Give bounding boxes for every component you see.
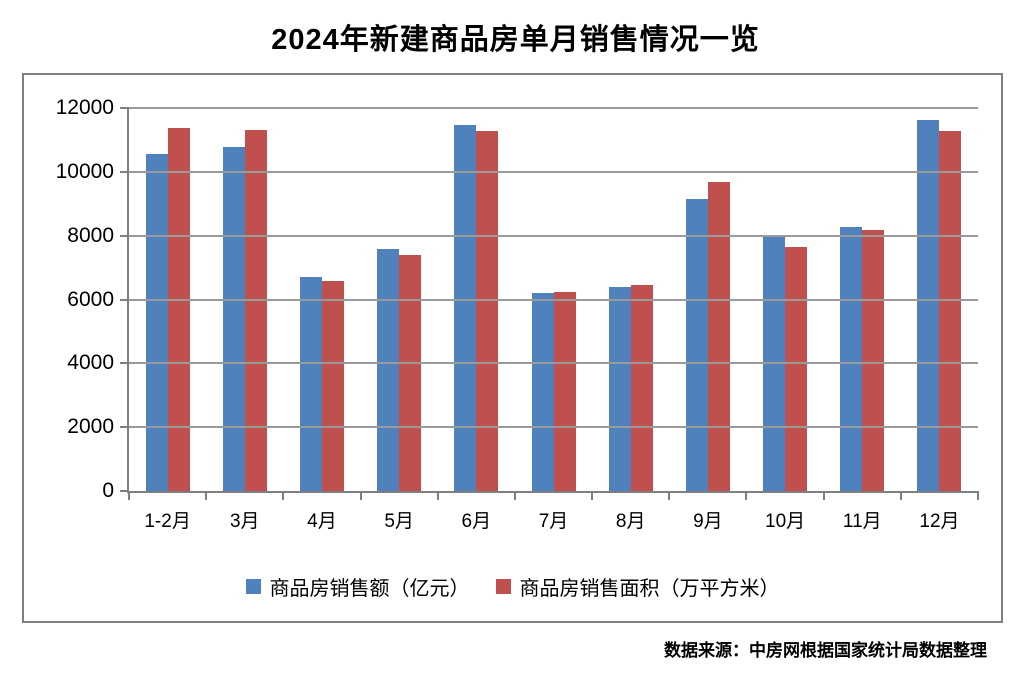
bar-商品房销售面积（万平方米）-7月	[553, 292, 576, 491]
bar-pair-7月	[531, 108, 576, 491]
bar-商品房销售额（亿元）-11月	[840, 227, 863, 491]
x-axis-ticks	[128, 491, 979, 500]
bar-商品房销售面积（万平方米）-3月	[244, 130, 267, 491]
chart-title: 2024年新建商品房单月销售情况一览	[271, 24, 760, 56]
gridline-12000	[129, 107, 978, 109]
bar-商品房销售面积（万平方米）-5月	[399, 255, 422, 491]
x-axis-tick-11	[977, 491, 979, 500]
bar-columns	[129, 108, 978, 491]
bar-商品房销售额（亿元）-8月	[608, 286, 631, 491]
y-tick-label-4000: 4000	[67, 351, 114, 375]
y-axis-tick-8000	[120, 234, 129, 237]
legend-item-商品房销售面积（万平方米）: 商品房销售面积（万平方米）	[495, 572, 780, 601]
x-axis-tick-5	[513, 491, 516, 500]
x-tick-label-11月: 11月	[842, 511, 882, 532]
y-tick-label-8000: 8000	[67, 223, 114, 247]
x-tick-label-7月: 7月	[538, 511, 569, 532]
gridline-2000	[129, 426, 978, 429]
x-tick-label-4月: 4月	[307, 511, 337, 532]
y-tick-label-6000: 6000	[67, 287, 114, 311]
bar-pair-11月	[840, 108, 885, 491]
category-column-7月	[515, 108, 592, 491]
category-column-11月	[824, 108, 901, 491]
legend-swatch-商品房销售额（亿元）	[245, 579, 261, 594]
bar-商品房销售额（亿元）-5月	[377, 248, 400, 491]
bar-商品房销售面积（万平方米）-11月	[862, 229, 885, 491]
x-tick-label-5月: 5月	[384, 511, 414, 532]
bar-商品房销售面积（万平方米）-8月	[630, 285, 653, 491]
category-column-12月	[901, 108, 978, 491]
bar-商品房销售额（亿元）-4月	[299, 276, 322, 491]
bar-pair-8月	[608, 108, 653, 491]
x-axis-tick-0	[128, 491, 130, 500]
bar-商品房销售面积（万平方米）-4月	[321, 280, 344, 491]
x-axis-tick-8	[745, 491, 748, 500]
bar-商品房销售面积（万平方米）-10月	[785, 246, 808, 491]
bar-商品房销售额（亿元）-3月	[222, 146, 245, 491]
category-column-8月	[592, 108, 669, 491]
x-tick-label-8月: 8月	[615, 511, 646, 532]
bar-商品房销售面积（万平方米）-1-2月	[167, 128, 190, 491]
y-axis-tick-6000	[120, 298, 129, 301]
x-tick-label-12月: 12月	[919, 511, 960, 532]
y-tick-label-0: 0	[102, 479, 114, 502]
x-axis-tick-3	[359, 491, 362, 500]
x-axis-tick-2	[282, 491, 285, 500]
gridline-6000	[129, 298, 978, 301]
y-axis-tick-2000	[120, 426, 129, 429]
y-tick-label-2000: 2000	[67, 415, 114, 439]
bar-商品房销售额（亿元）-7月	[531, 293, 554, 491]
legend-swatch-商品房销售面积（万平方米）	[495, 579, 511, 594]
category-column-9月	[669, 108, 746, 491]
bar-商品房销售额（亿元）-1-2月	[145, 153, 168, 491]
x-axis-tick-9	[822, 491, 825, 500]
bar-pair-9月	[685, 108, 730, 491]
bar-商品房销售面积（万平方米）-12月	[939, 131, 962, 491]
y-tick-label-10000: 10000	[55, 159, 114, 183]
x-tick-label-1-2月: 1-2月	[144, 511, 191, 532]
legend: 商品房销售额（亿元） 商品房销售面积（万平方米）	[24, 572, 1001, 601]
x-axis-tick-6	[591, 491, 594, 500]
y-axis-tick-4000	[120, 362, 129, 365]
legend-item-商品房销售额（亿元）: 商品房销售额（亿元）	[245, 572, 470, 601]
x-axis-tick-7	[668, 491, 671, 500]
bar-商品房销售面积（万平方米）-6月	[476, 131, 499, 491]
x-tick-label-6月: 6月	[461, 511, 492, 532]
gridline-4000	[129, 362, 978, 365]
bar-pair-6月	[454, 108, 499, 491]
gridline-10000	[129, 170, 978, 173]
bar-pair-5月	[377, 108, 422, 491]
bar-商品房销售额（亿元）-6月	[454, 124, 477, 491]
legend-label-商品房销售额（亿元）: 商品房销售额（亿元）	[269, 578, 470, 600]
category-column-5月	[361, 108, 438, 491]
x-tick-label-10月: 10月	[765, 511, 806, 532]
source-note: 数据来源：中房网根据国家统计局数据整理	[664, 641, 987, 660]
bar-pair-12月	[917, 108, 962, 491]
category-column-4月	[283, 108, 360, 491]
x-axis-tick-1	[205, 491, 208, 500]
x-axis-tick-4	[436, 491, 439, 500]
bar-商品房销售额（亿元）-9月	[685, 198, 708, 491]
category-column-1-2月	[129, 108, 206, 491]
bar-pair-1-2月	[145, 108, 190, 491]
y-axis-tick-12000	[120, 107, 129, 109]
chart-frame: 1-2月 3月 4月 5月 6月 7月 8月 9月 10月 11月 12月 0 2000 4000 600…	[22, 73, 1003, 623]
x-axis-labels: 1-2月 3月 4月 5月 6月 7月 8月 9月 10月 11月 12月	[129, 506, 978, 533]
bar-商品房销售面积（万平方米）-9月	[707, 181, 730, 491]
bar-pair-3月	[222, 108, 267, 491]
plot-area: 1-2月 3月 4月 5月 6月 7月 8月 9月 10月 11月 12月 0 2000 4000 600…	[56, 96, 979, 532]
bar-商品房销售额（亿元）-12月	[917, 119, 940, 491]
y-axis-tick-0	[120, 490, 129, 492]
y-axis-tick-10000	[120, 170, 129, 173]
category-column-3月	[206, 108, 283, 491]
gridline-8000	[129, 234, 978, 237]
x-axis-tick-10	[899, 491, 902, 500]
y-tick-label-12000: 12000	[55, 96, 114, 119]
x-tick-label-9月: 9月	[693, 511, 723, 532]
bar-pair-4月	[299, 108, 344, 491]
legend-label-商品房销售面积（万平方米）: 商品房销售面积（万平方米）	[519, 578, 780, 600]
x-tick-label-3月: 3月	[229, 511, 260, 532]
category-column-6月	[438, 108, 515, 491]
